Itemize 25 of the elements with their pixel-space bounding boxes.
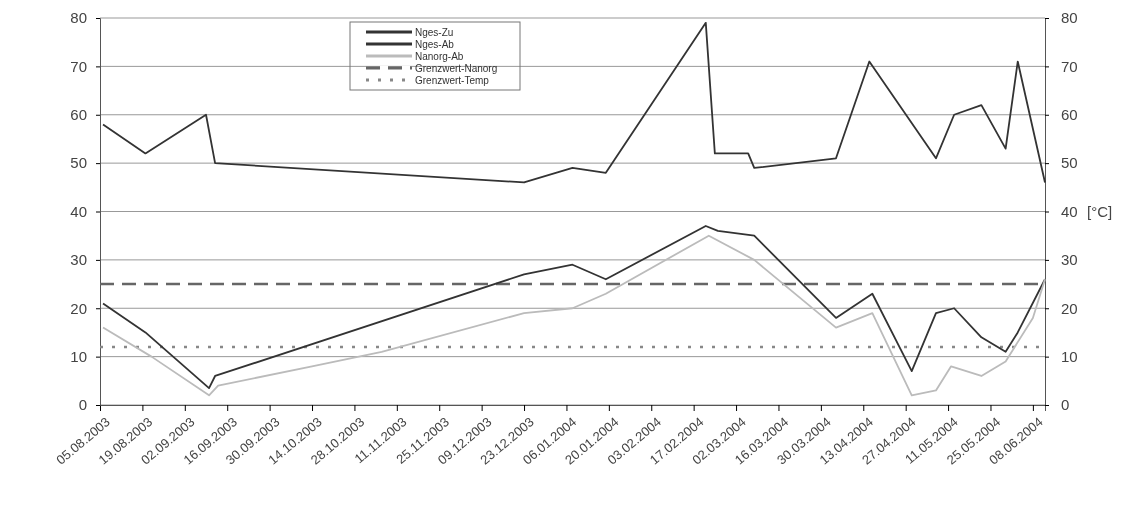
y-tick-label: 60 bbox=[70, 106, 87, 124]
y2-tick-label: 10 bbox=[1061, 347, 1078, 365]
y2-tick-label: 80 bbox=[1061, 9, 1078, 27]
y-tick-label: 70 bbox=[70, 57, 87, 75]
legend-label: Grenzwert-Temp bbox=[415, 75, 490, 86]
y2-tick-label: 0 bbox=[1061, 396, 1070, 414]
y-tick-label: 10 bbox=[70, 347, 87, 365]
y2-axis-title: [°C] bbox=[1087, 202, 1113, 220]
legend-label: Nges-Zu bbox=[415, 27, 454, 38]
y2-tick-label: 40 bbox=[1061, 202, 1078, 220]
y-tick-label: 50 bbox=[70, 154, 87, 172]
y2-tick-label: 70 bbox=[1061, 57, 1078, 75]
y2-tick-label: 60 bbox=[1061, 106, 1078, 124]
y-tick-label: 80 bbox=[70, 9, 87, 27]
y2-tick-label: 20 bbox=[1061, 299, 1078, 317]
y-tick-label: 0 bbox=[78, 396, 87, 414]
y-tick-label: 30 bbox=[70, 251, 87, 269]
y-tick-label: 40 bbox=[70, 202, 87, 220]
legend-label: Nanorg-Ab bbox=[415, 51, 464, 62]
legend-label: Grenzwert-Nanorg bbox=[415, 63, 498, 74]
y2-tick-label: 30 bbox=[1061, 251, 1078, 269]
y-tick-label: 20 bbox=[70, 299, 87, 317]
line-series bbox=[102, 21, 1046, 184]
y2-tick-label: 50 bbox=[1061, 154, 1078, 172]
legend-label: Nges-Ab bbox=[415, 39, 455, 50]
